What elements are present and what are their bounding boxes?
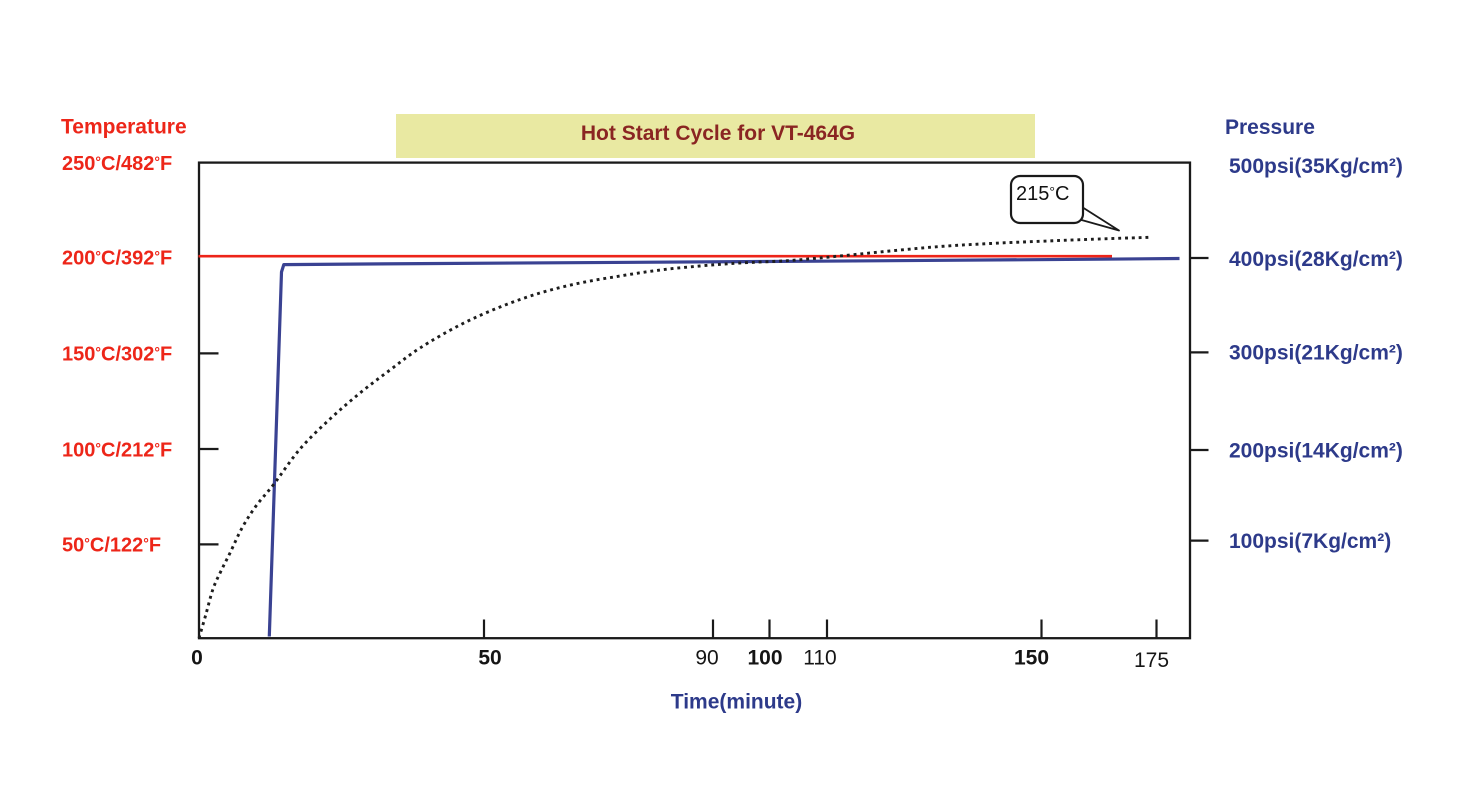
- svg-text:90: 90: [695, 647, 718, 670]
- svg-text:300psi(21Kg/cm²): 300psi(21Kg/cm²): [1229, 342, 1403, 365]
- svg-text:150: 150: [1014, 647, 1049, 670]
- svg-text:500psi(35Kg/cm²): 500psi(35Kg/cm²): [1229, 155, 1403, 178]
- svg-text:100°C/212°F: 100°C/212°F: [62, 440, 172, 462]
- svg-text:400psi(28Kg/cm²): 400psi(28Kg/cm²): [1229, 248, 1403, 271]
- svg-text:50: 50: [478, 647, 501, 670]
- svg-text:50°C/122°F: 50°C/122°F: [62, 535, 161, 557]
- svg-text:150°C/302°F: 150°C/302°F: [62, 344, 172, 366]
- svg-text:Hot Start Cycle for VT-464G: Hot Start Cycle for VT-464G: [581, 122, 855, 145]
- svg-text:200°C/392°F: 200°C/392°F: [62, 248, 172, 270]
- svg-text:215°C: 215°C: [1016, 183, 1069, 205]
- svg-text:175: 175: [1134, 649, 1169, 672]
- svg-text:0: 0: [191, 647, 203, 670]
- svg-text:100psi(7Kg/cm²): 100psi(7Kg/cm²): [1229, 530, 1391, 553]
- svg-text:100: 100: [747, 647, 782, 670]
- svg-text:Pressure: Pressure: [1225, 116, 1315, 139]
- svg-text:Temperature: Temperature: [61, 116, 187, 139]
- svg-text:250°C/482°F: 250°C/482°F: [62, 153, 172, 175]
- svg-text:Time(minute): Time(minute): [671, 691, 802, 714]
- svg-text:110: 110: [803, 647, 836, 670]
- svg-text:200psi(14Kg/cm²): 200psi(14Kg/cm²): [1229, 440, 1403, 463]
